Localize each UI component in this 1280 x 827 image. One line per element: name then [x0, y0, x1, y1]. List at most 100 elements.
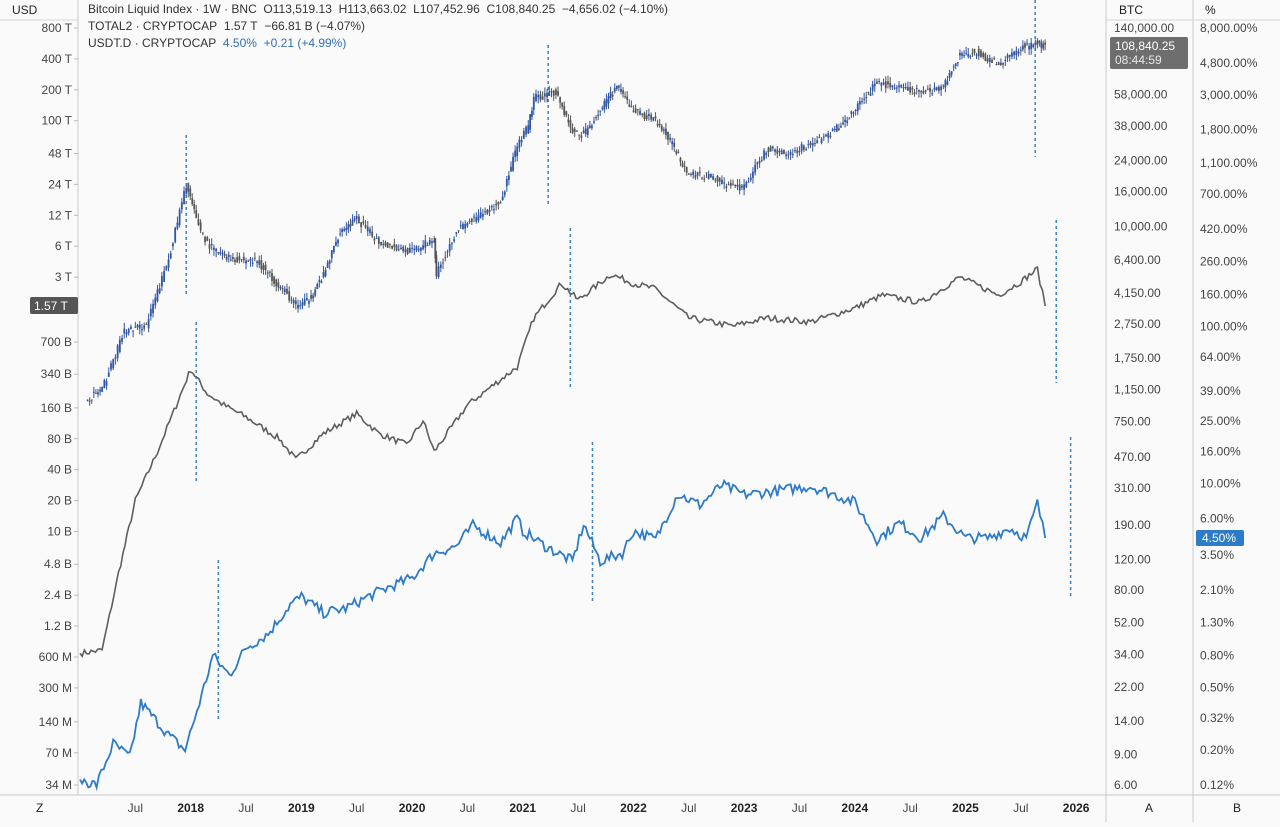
- btc-candle-body: [473, 216, 475, 218]
- btc-candle-body: [525, 126, 527, 135]
- btc-candle-body: [856, 103, 859, 112]
- btc-candle-body: [132, 330, 135, 332]
- btc-candle-body: [351, 219, 354, 226]
- btc-candle-body: [785, 154, 788, 157]
- btc-candle-body: [251, 262, 254, 264]
- btc-price-badge: [1110, 37, 1188, 69]
- btc-candle-body: [882, 82, 885, 85]
- btc-candle-body: [176, 222, 179, 229]
- btc-candle-body: [292, 299, 295, 304]
- right-axis-tick-label: 16.00%: [1200, 445, 1241, 459]
- btc-candle-body: [527, 125, 530, 134]
- mid-axis-tick-label: 16,000.00: [1114, 184, 1168, 198]
- left-axis-tick-label: 2.4 B: [44, 588, 72, 602]
- btc-candle-body: [343, 228, 346, 231]
- btc-candle-body: [433, 240, 436, 243]
- legend-usdt[interactable]: USDT.D · CRYPTOCAP 4.50% +0.21 (+4.99%): [88, 36, 346, 50]
- btc-candle-body: [386, 242, 389, 248]
- btc-candle-body: [158, 288, 161, 294]
- btc-candle-body: [871, 84, 874, 91]
- btc-candle-body: [703, 178, 706, 180]
- btc-candle-body: [778, 150, 781, 152]
- btc-candle-body: [86, 399, 89, 401]
- btc-candle-body: [221, 252, 224, 254]
- btc-candle-body: [514, 150, 517, 158]
- btc-candle-body: [277, 282, 280, 288]
- btc-candle-body: [208, 244, 211, 249]
- btc-candle-body: [607, 95, 610, 104]
- zoom-button[interactable]: Z: [36, 801, 43, 815]
- btc-candle-body: [993, 58, 996, 60]
- btc-candle-body: [1038, 40, 1041, 43]
- btc-candle-body: [723, 182, 726, 184]
- btc-candle-body: [611, 94, 614, 97]
- btc-candle-body: [969, 56, 972, 58]
- btc-candle-body: [725, 186, 728, 188]
- right-axis-tick-label: 160.00%: [1200, 288, 1248, 302]
- btc-candle-body: [420, 247, 422, 251]
- btc-candle-body: [749, 177, 752, 181]
- btc-candle-body: [422, 245, 425, 250]
- btc-candle-body: [223, 253, 226, 256]
- btc-candle-body: [880, 83, 883, 86]
- btc-candle-body: [201, 232, 204, 234]
- btc-candle-body: [929, 87, 931, 92]
- legend-btc[interactable]: Bitcoin Liquid Index · 1W · BNC O113,519…: [88, 2, 668, 16]
- btc-candle-body: [353, 218, 356, 221]
- btc-candle-body: [863, 98, 866, 100]
- btc-candle-body: [895, 87, 898, 89]
- btc-candle-body: [428, 240, 431, 245]
- btc-candle-body: [780, 150, 783, 155]
- btc-candle-body: [952, 66, 955, 68]
- btc-candle-body: [1044, 42, 1047, 45]
- btc-candle-body: [798, 150, 801, 152]
- time-axis-tick-label: 2025: [952, 801, 979, 815]
- btc-candle-body: [796, 150, 799, 154]
- btc-candle-body: [283, 288, 286, 292]
- btc-candle-body: [685, 166, 688, 173]
- btc-candle-body: [332, 245, 335, 252]
- legend-usdt-name: USDT.D · CRYPTOCAP: [88, 36, 217, 50]
- btc-candle-body: [736, 184, 739, 187]
- legend-btc-low: L107,452.96: [413, 2, 480, 16]
- btc-candle-body: [459, 225, 462, 227]
- btc-candle-body: [665, 128, 667, 136]
- btc-candle-body: [316, 283, 319, 290]
- btc-candle-body: [535, 93, 537, 101]
- left-axis-tick-label: 200 T: [42, 83, 73, 97]
- btc-candle-body: [1036, 40, 1039, 45]
- btc-candle-body: [837, 128, 840, 131]
- btc-candle-body: [935, 87, 938, 90]
- btc-candle-body: [468, 221, 471, 223]
- btc-candle-body: [991, 59, 993, 63]
- btc-candle-body: [673, 142, 676, 147]
- btc-candle-body: [314, 289, 317, 296]
- btc-candle-body: [103, 379, 106, 389]
- legend-total2[interactable]: TOTAL2 · CRYPTOCAP 1.57 T −66.81 B (−4.0…: [88, 19, 365, 33]
- auto-scale-button[interactable]: A: [1145, 801, 1153, 815]
- btc-candle-body: [971, 53, 974, 55]
- btc-candle-body: [982, 52, 985, 57]
- btc-candle-body: [479, 212, 482, 218]
- scale-mode-button[interactable]: B: [1233, 801, 1241, 815]
- btc-candle-body: [802, 145, 805, 150]
- btc-candle-body: [660, 125, 663, 131]
- btc-candle-body: [373, 238, 376, 241]
- btc-candle-body: [586, 127, 589, 135]
- btc-candle-body: [305, 298, 308, 300]
- btc-candle-body: [253, 257, 256, 259]
- btc-candle-body: [658, 123, 661, 126]
- mid-axis-title[interactable]: BTC: [1119, 3, 1143, 17]
- btc-candle-body: [382, 243, 385, 245]
- time-axis-tick-label: 2024: [841, 801, 868, 815]
- right-axis-title[interactable]: %: [1205, 3, 1216, 17]
- btc-candle-body: [818, 136, 821, 138]
- btc-candle-body: [986, 58, 989, 62]
- left-axis-title[interactable]: USD: [12, 3, 38, 17]
- btc-candle-body: [622, 90, 624, 94]
- btc-candle-body: [541, 96, 544, 100]
- btc-candle-body: [869, 93, 872, 96]
- btc-candle-body: [550, 91, 553, 93]
